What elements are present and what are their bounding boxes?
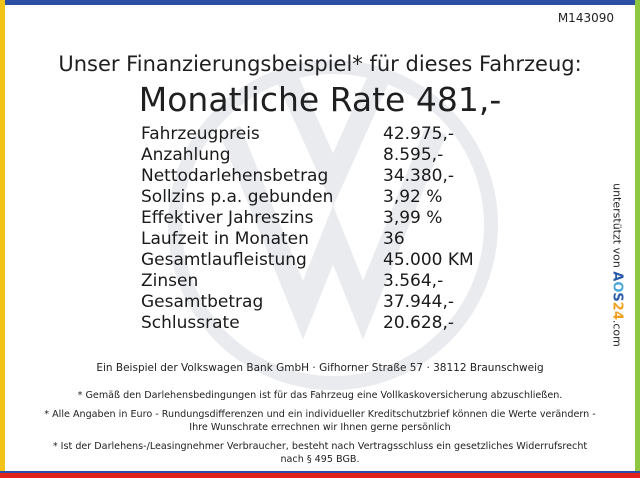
finance-value: 36 (383, 229, 405, 249)
finance-label: Gesamtbetrag (141, 292, 264, 312)
finance-value: 34.380,- (383, 166, 455, 186)
finance-value: 8.595,- (383, 145, 444, 165)
finance-label: Schlussrate (141, 313, 240, 333)
finance-table: Fahrzeugpreis 42.975,- Anzahlung 8.595,-… (141, 124, 521, 334)
offer-code: M143090 (557, 11, 614, 25)
finance-row: Zinsen 3.564,- (141, 271, 521, 292)
finance-value: 42.975,- (383, 124, 455, 144)
sidebar-suffix: .com (610, 319, 624, 347)
finance-value: 20.628,- (383, 313, 455, 333)
finance-label: Nettodarlehensbetrag (141, 166, 329, 186)
monthly-rate: Monatliche Rate 481,- (138, 80, 502, 119)
sidebar-credit: unterstützt von AOS24.com (607, 176, 627, 354)
finance-label: Fahrzeugpreis (141, 124, 260, 144)
finance-label: Laufzeit in Monaten (141, 229, 309, 249)
finance-label: Anzahlung (141, 145, 231, 165)
vw-logo-icon (168, 60, 498, 390)
finance-label: Effektiver Jahreszins (141, 208, 314, 228)
finance-row: Gesamtlaufleistung 45.000 KM (141, 250, 521, 271)
footnote: * Alle Angaben in Euro - Rundungsdiffere… (44, 409, 596, 433)
finance-row: Anzahlung 8.595,- (141, 145, 521, 166)
brand-letter-a: A (609, 271, 625, 282)
frame-left-bar (0, 0, 5, 478)
finance-value: 3.564,- (383, 271, 444, 291)
footnotes: * Gemäß den Darlehensbedingungen ist für… (40, 389, 600, 472)
frame-bottom-bar (0, 473, 640, 478)
sidebar-credit-text: unterstützt von AOS24.com (610, 183, 625, 347)
finance-row: Nettodarlehensbetrag 34.380,- (141, 166, 521, 187)
frame-top-bar (0, 0, 640, 5)
finance-row: Fahrzeugpreis 42.975,- (141, 124, 521, 145)
brand-letter-o: O (609, 281, 625, 293)
footnote: * Gemäß den Darlehensbedingungen ist für… (77, 390, 563, 401)
brand-letter-s: S (609, 292, 625, 302)
finance-value: 45.000 KM (383, 250, 474, 270)
finance-label: Sollzins p.a. gebunden (141, 187, 334, 207)
finance-row: Schlussrate 20.628,- (141, 313, 521, 334)
sidebar-prefix: unterstützt von (610, 183, 624, 268)
finance-row: Gesamtbetrag 37.944,- (141, 292, 521, 313)
finance-value: 3,92 % (383, 187, 443, 207)
frame-right-bar (635, 0, 640, 478)
lender-line: Ein Beispiel der Volkswagen Bank GmbH · … (96, 362, 544, 374)
finance-label: Gesamtlaufleistung (141, 250, 307, 270)
finance-row: Sollzins p.a. gebunden 3,92 % (141, 187, 521, 208)
finance-row: Laufzeit in Monaten 36 (141, 229, 521, 250)
finance-value: 37.944,- (383, 292, 455, 312)
footnote: * Ist der Darlehens-/Leasingnehmer Verbr… (52, 441, 588, 465)
finance-label: Zinsen (141, 271, 199, 291)
headline: Unser Finanzierungsbeispiel* für dieses … (58, 52, 582, 76)
finance-row: Effektiver Jahreszins 3,99 % (141, 208, 521, 229)
finance-value: 3,99 % (383, 208, 443, 228)
brand-number: 24 (609, 301, 625, 320)
frame-bottom-accent (0, 471, 640, 473)
